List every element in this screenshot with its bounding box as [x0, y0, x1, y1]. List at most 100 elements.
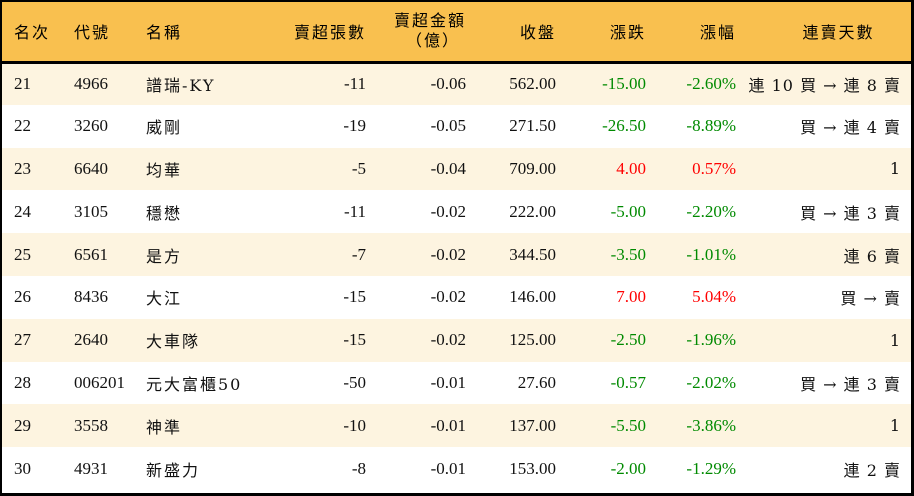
change-cell: -3.50	[610, 244, 646, 264]
change-pct-cell: -1.29%	[686, 458, 736, 478]
rank-cell: 23	[14, 158, 31, 178]
close-cell: 709.00	[509, 158, 556, 178]
net-sell-amount-cell: -0.02	[430, 244, 466, 264]
net-sell-volume-cell: -15	[343, 330, 366, 350]
rank-cell: 25	[14, 244, 31, 264]
streak-cell: 1	[889, 330, 901, 350]
net-sell-amount-cell: -0.02	[430, 287, 466, 307]
code-cell: 3558	[74, 415, 108, 435]
close-cell: 344.50	[509, 244, 556, 264]
change-cell: -2.00	[610, 458, 646, 478]
table-row: 24 3105 穩懋 -11 -0.02 222.00 -5.00 -2.20% 買 → 連 3…	[2, 190, 911, 234]
net-sell-amount-cell: -0.06	[430, 74, 466, 94]
code-cell: 4931	[74, 458, 108, 478]
header-net-sell-amount-line1: 賣超金額	[393, 11, 466, 31]
net-sell-volume-cell: -11	[343, 74, 366, 94]
streak-cell: 1	[889, 159, 901, 179]
close-cell: 146.00	[509, 287, 556, 307]
streak-cell: 買 → 連 4 賣	[800, 118, 901, 138]
net-sell-ranking-table: 名次 代號 名稱 賣超張數 賣超金額 （億） 收盤 漲跌 漲幅 連賣天數 21 4…	[2, 2, 911, 490]
code-cell: 8436	[74, 287, 108, 307]
net-sell-amount-cell: -0.04	[430, 158, 466, 178]
name-cell: 神準	[146, 417, 183, 437]
net-sell-amount-cell: -0.02	[430, 201, 466, 221]
change-cell: -26.50	[602, 116, 646, 136]
streak-cell: 買 → 連 3 賣	[800, 374, 901, 394]
header-net-sell-amount: 賣超金額 （億）	[366, 2, 466, 62]
header-net-sell-volume: 賣超張數	[293, 23, 366, 43]
name-cell: 元大富櫃50	[146, 374, 243, 394]
name-cell: 大江	[146, 289, 183, 309]
change-pct-cell: -2.60%	[686, 74, 736, 94]
change-cell: -15.00	[602, 74, 646, 94]
change-cell: -0.57	[610, 372, 646, 392]
table-row: 29 3558 神準 -10 -0.01 137.00 -5.50 -3.86% 1	[2, 404, 911, 448]
table-header: 名次 代號 名稱 賣超張數 賣超金額 （億） 收盤 漲跌 漲幅 連賣天數	[2, 2, 911, 62]
rank-cell: 28	[14, 372, 31, 392]
streak-cell: 連 10 買 → 連 8 賣	[748, 76, 901, 96]
rank-cell: 21	[14, 74, 31, 94]
change-cell: -5.50	[610, 415, 646, 435]
header-net-sell-amount-unit: （億）	[405, 31, 460, 51]
close-cell: 125.00	[509, 330, 556, 350]
change-pct-cell: -3.86%	[686, 415, 736, 435]
code-cell: 4966	[74, 74, 108, 94]
close-cell: 222.00	[509, 201, 556, 221]
name-cell: 穩懋	[146, 203, 183, 223]
streak-cell: 連 2 賣	[843, 460, 901, 480]
header-name: 名稱	[146, 23, 183, 43]
streak-cell: 連 6 賣	[843, 246, 901, 266]
name-cell: 是方	[146, 246, 183, 266]
change-pct-cell: -8.89%	[686, 116, 736, 136]
rank-cell: 30	[14, 458, 31, 478]
header-change-pct: 漲幅	[699, 23, 736, 43]
header-code: 代號	[74, 23, 111, 43]
change-cell: -2.50	[610, 330, 646, 350]
table-body: 21 4966 譜瑞-KY -11 -0.06 562.00 -15.00 -2.60% 連 1…	[2, 62, 911, 490]
name-cell: 均華	[146, 160, 183, 180]
streak-cell: 買 → 連 3 賣	[800, 203, 901, 223]
close-cell: 27.60	[517, 372, 556, 392]
net-sell-amount-cell: -0.01	[430, 415, 466, 435]
streak-cell: 1	[889, 416, 901, 436]
close-cell: 137.00	[509, 415, 556, 435]
streak-cell: 買 → 賣	[840, 289, 901, 309]
change-pct-cell: -2.20%	[686, 201, 736, 221]
table-row: 25 6561 是方 -7 -0.02 344.50 -3.50 -1.01% 連 6 賣	[2, 233, 911, 276]
name-cell: 威剛	[146, 118, 183, 138]
net-sell-amount-cell: -0.02	[430, 330, 466, 350]
change-pct-cell: -1.01%	[686, 244, 736, 264]
header-close: 收盤	[519, 23, 556, 43]
rank-cell: 24	[14, 201, 31, 221]
change-cell: -5.00	[610, 201, 646, 221]
net-sell-amount-cell: -0.01	[430, 372, 466, 392]
code-cell: 006201	[74, 372, 125, 392]
header-streak: 連賣天數	[802, 23, 875, 43]
net-sell-amount-cell: -0.01	[430, 458, 466, 478]
table-row: 26 8436 大江 -15 -0.02 146.00 7.00 5.04% 買 → 賣	[2, 275, 911, 319]
table-row: 21 4966 譜瑞-KY -11 -0.06 562.00 -15.00 -2.60% 連 1…	[2, 62, 911, 105]
code-cell: 6561	[74, 244, 108, 264]
code-cell: 2640	[74, 330, 108, 350]
net-sell-volume-cell: -50	[343, 372, 366, 392]
table-row: 22 3260 威剛 -19 -0.05 271.50 -26.50 -8.89% 買 → 連 …	[2, 104, 911, 148]
net-sell-volume-cell: -5	[351, 158, 366, 178]
net-sell-amount-cell: -0.05	[430, 116, 466, 136]
change-pct-cell: -1.96%	[686, 330, 736, 350]
net-sell-volume-cell: -7	[351, 244, 366, 264]
header-change: 漲跌	[609, 23, 646, 43]
code-cell: 3105	[74, 201, 108, 221]
table-row: 28 006201 元大富櫃50 -50 -0.01 27.60 -0.57 -2.02% 買 …	[2, 361, 911, 405]
rank-cell: 29	[14, 415, 31, 435]
table-row: 27 2640 大車隊 -15 -0.02 125.00 -2.50 -1.96% 1	[2, 318, 911, 362]
name-cell: 新盛力	[146, 460, 201, 480]
code-cell: 6640	[74, 158, 108, 178]
rank-cell: 27	[14, 330, 31, 350]
close-cell: 153.00	[509, 458, 556, 478]
name-cell: 大車隊	[146, 332, 201, 352]
net-sell-volume-cell: -8	[351, 458, 366, 478]
table-row: 30 4931 新盛力 -8 -0.01 153.00 -2.00 -1.29% 連 2 賣	[2, 447, 911, 490]
net-sell-volume-cell: -11	[343, 201, 366, 221]
change-cell: 7.00	[616, 287, 646, 307]
